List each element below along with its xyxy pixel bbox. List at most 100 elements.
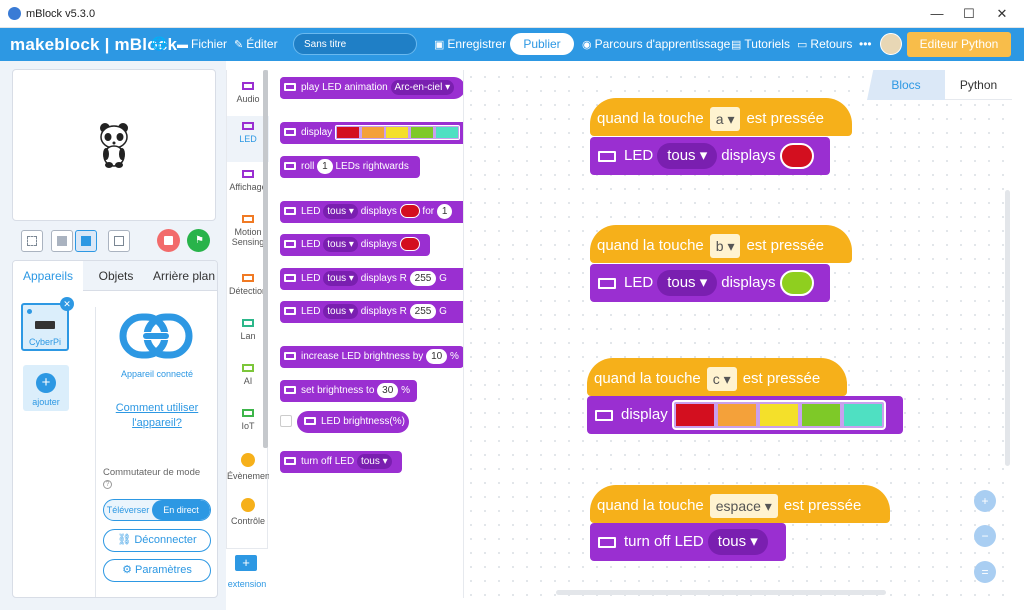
block-turn-off-led[interactable]: turn off LED tous ▾ [280,451,402,473]
block-led-displays-rgb[interactable]: LED tous ▾ displays R 255 G [280,268,463,290]
stage[interactable] [12,69,216,221]
zoom-in-button[interactable]: + [974,490,996,512]
led-dropdown[interactable]: tous ▾ [657,270,718,297]
category-ai[interactable]: AI [227,364,269,404]
tab-objets[interactable]: Objets [83,261,149,291]
project-name-input[interactable]: Sans titre [293,33,417,55]
maximize-button[interactable]: ☐ [963,6,975,21]
category-motion-sensing[interactable]: Motion Sensing [227,215,269,265]
category-controle[interactable]: Contrôle [227,498,269,538]
small-stage-button[interactable] [51,230,73,252]
tab-blocs[interactable]: Blocs [867,70,945,100]
led-dropdown[interactable]: tous ▾ [657,143,718,170]
tab-appareils[interactable]: Appareils [13,261,83,291]
script-canvas[interactable]: quand la touche a ▾ est pressée LED tous ▾ d… [464,70,1012,598]
hat-when-key-espace[interactable]: quand la touche espace ▾ est pressée [590,485,890,523]
brightness-step-input[interactable]: 10 [426,348,448,364]
category-affichage[interactable]: Affichage [227,170,269,210]
hat-when-key-c[interactable]: quand la touche c ▾ est pressée [587,358,847,396]
python-editor-button[interactable]: Editeur Python [907,32,1011,57]
category-led[interactable]: LED [227,116,269,162]
zoom-reset-button[interactable]: = [974,561,996,583]
mode-switch[interactable]: Téléverser En direct [103,499,211,521]
block-increase-brightness[interactable]: increase LED brightness by 10 % [280,346,463,368]
color-picker[interactable] [399,237,420,252]
color-picker[interactable] [779,143,814,170]
add-device-button[interactable]: + ajouter [23,365,69,411]
category-detection[interactable]: Détection [227,274,269,314]
globe-icon[interactable]: 🌐 [151,36,168,51]
tab-arriere-plan[interactable]: Arrière plan [149,261,217,291]
reporter-led-brightness[interactable]: LED brightness(%) [297,411,409,433]
key-dropdown[interactable]: a ▾ [709,107,741,132]
block-turn-off-led[interactable]: turn off LED tous ▾ [590,523,786,561]
animation-dropdown[interactable]: Arc-en-ciel ▾ [390,79,455,95]
block-led-displays-for[interactable]: LED tous ▾ displays for 1 [280,201,463,223]
key-dropdown[interactable]: b ▾ [709,234,741,259]
block-display-strip[interactable]: display [280,122,463,144]
block-play-led-animation[interactable]: play LED animation Arc-en-ciel ▾ [280,77,463,99]
color-strip[interactable] [334,124,461,140]
panda-sprite[interactable] [97,122,131,168]
roll-count-input[interactable]: 1 [317,158,333,174]
color-picker[interactable] [779,270,814,297]
publish-button[interactable]: Publier [510,33,574,55]
block-led-displays-rgb-2[interactable]: LED tous ▾ displays R 255 G [280,301,463,323]
led-dropdown[interactable]: tous ▾ [356,453,392,469]
close-button[interactable]: ✕ [996,6,1008,21]
red-input[interactable]: 255 [409,270,437,286]
led-dropdown[interactable]: tous ▾ [707,529,768,556]
extension-button[interactable]: + extension [226,548,268,598]
brightness-input[interactable]: 30 [377,382,399,398]
more-menu-button[interactable]: ••• [859,37,872,51]
block-led-displays[interactable]: LED tous ▾ displays [280,234,430,256]
duration-input[interactable]: 1 [436,203,453,219]
avatar[interactable] [880,33,902,55]
category-iot[interactable]: IoT [227,409,269,449]
mode-live-option[interactable]: En direct [152,500,210,520]
stop-button[interactable] [157,229,180,252]
led-dropdown[interactable]: tous ▾ [323,236,358,252]
category-scrollbar[interactable] [263,70,268,448]
hat-when-key-b[interactable]: quand la touche b ▾ est pressée [590,225,852,263]
zoom-out-button[interactable]: − [974,525,996,547]
vertical-scrollbar[interactable] [1005,190,1010,466]
save-button[interactable]: ▣ Enregistrer [434,37,507,51]
green-flag-button[interactable]: ⚑ [187,229,210,252]
menu-parcours[interactable]: ◉ Parcours d'apprentissage [582,37,731,51]
block-set-brightness[interactable]: set brightness to 30 % [280,380,417,402]
howto-link[interactable]: Comment utiliser l'appareil? [115,402,199,429]
block-roll-leds[interactable]: roll 1 LEDs rightwards [280,156,420,178]
fullscreen-button[interactable] [21,230,43,252]
red-input[interactable]: 255 [409,303,437,319]
large-stage-button[interactable] [75,230,97,252]
led-dropdown[interactable]: tous ▾ [323,270,358,286]
block-display-colors[interactable]: display [587,396,903,434]
brightness-checkbox[interactable] [280,415,292,427]
hat-when-key-a[interactable]: quand la touche a ▾ est pressée [590,98,852,136]
led-dropdown[interactable]: tous ▾ [323,303,358,319]
menu-editer[interactable]: ✎ Éditer [234,37,278,51]
block-led-displays-green[interactable]: LED tous ▾ displays [590,264,830,302]
mode-upload-option[interactable]: Téléverser [106,505,150,515]
category-audio[interactable]: Audio [227,80,269,124]
color-strip[interactable] [671,400,886,431]
tab-python[interactable]: Python [945,70,1012,100]
key-dropdown[interactable]: espace ▾ [709,494,778,519]
category-evenements[interactable]: Évènemen [227,453,269,493]
block-led-displays-red[interactable]: LED tous ▾ displays [590,137,830,175]
menu-tutoriels[interactable]: ▤ Tutoriels [731,37,790,51]
color-picker[interactable] [399,204,420,219]
menu-fichier[interactable]: ▬ Fichier [177,37,228,51]
remove-device-button[interactable]: ✕ [60,297,74,311]
category-lan[interactable]: Lan [227,319,269,359]
help-icon[interactable]: ? [103,480,112,489]
horizontal-scrollbar[interactable] [556,590,886,595]
settings-button[interactable]: ⚙ Paramètres [103,559,211,582]
grid-view-button[interactable] [108,230,130,252]
menu-retours[interactable]: ▭ Retours [797,37,853,51]
led-dropdown[interactable]: tous ▾ [323,203,358,219]
device-card-cyberpi[interactable] [21,303,69,351]
disconnect-button[interactable]: ⛓ Déconnecter [103,529,211,552]
minimize-button[interactable]: — [930,6,944,21]
